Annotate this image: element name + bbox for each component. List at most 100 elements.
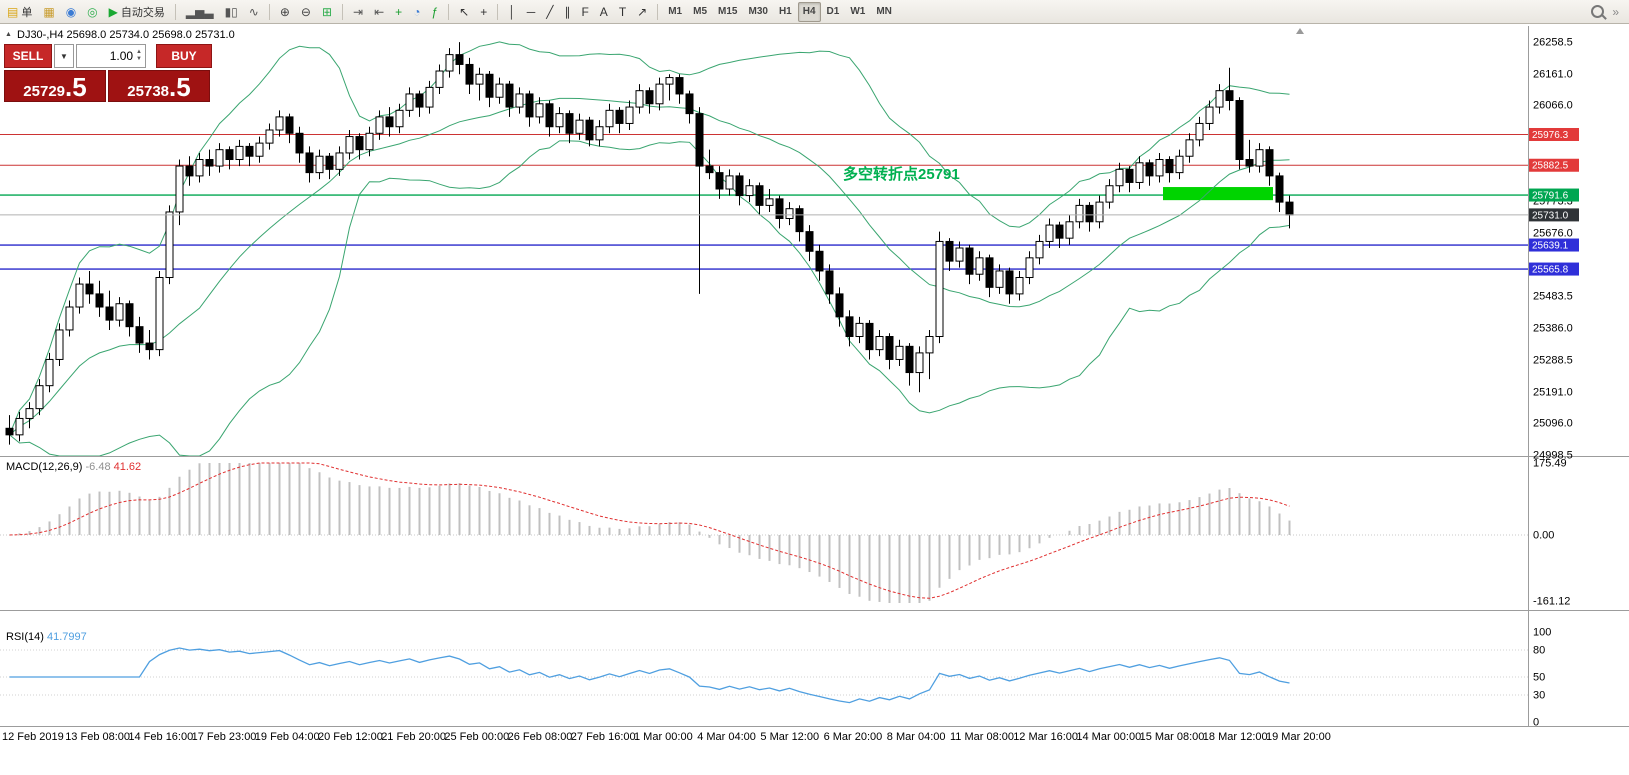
tile-windows-button[interactable]: ⊞ — [317, 1, 337, 23]
timeframe-m30[interactable]: M30 — [748, 6, 768, 17]
annotation-rectangle[interactable] — [1163, 187, 1273, 201]
candle-body — [755, 185, 764, 206]
timeframe-mn[interactable]: MN — [876, 6, 892, 17]
candle-body — [925, 336, 934, 354]
new-order-button[interactable]: ▤ 单 — [2, 1, 37, 23]
fibonacci-button[interactable]: F — [576, 1, 593, 23]
horizontal-line-button[interactable]: ─ — [522, 1, 541, 23]
highlight-rectangle[interactable] — [1163, 187, 1273, 201]
new-chart-button[interactable]: + — [390, 1, 407, 23]
timeframe-h1[interactable]: H1 — [778, 6, 792, 17]
timeframe-w1[interactable]: W1 — [850, 6, 866, 17]
timeframe-h4[interactable]: H4 — [797, 1, 821, 22]
vertical-line-button[interactable]: │ — [503, 1, 521, 23]
price-axis-label: 25483.5 — [1533, 291, 1573, 303]
buy-button[interactable]: BUY — [156, 44, 212, 68]
autotrading-button[interactable]: ▶ 自动交易 — [104, 1, 170, 23]
buy-price-button[interactable]: 25738 .5 — [108, 70, 210, 102]
candle-body — [75, 283, 84, 308]
zoom-in-icon: ⊕ — [279, 4, 290, 19]
candlestick-chart-button[interactable]: ▮▯ — [220, 1, 243, 23]
candle-body — [5, 427, 14, 436]
indicators-button[interactable]: ƒ — [426, 1, 443, 23]
trade-options-dropdown[interactable]: ▼ — [54, 44, 74, 68]
text-label-icon: T — [618, 4, 627, 19]
bar-chart-button[interactable]: ▂▅▃ — [181, 1, 219, 23]
period-button[interactable]: ◔ — [408, 1, 425, 23]
candle-body — [195, 159, 204, 177]
trendline-button[interactable]: ╱ — [541, 1, 558, 23]
market-watch-button[interactable]: ▦ — [38, 1, 59, 23]
price-axis-label: 26258.5 — [1533, 37, 1573, 49]
candle-body — [745, 185, 754, 197]
text-button[interactable]: A — [595, 1, 613, 23]
candle-body — [605, 109, 614, 128]
search-icon[interactable] — [1591, 5, 1605, 18]
candle-body — [1285, 201, 1294, 216]
channel-button[interactable]: ∥ — [559, 1, 575, 23]
time-axis-label: 15 Mar 08:00 — [1140, 731, 1205, 743]
timeframe-m1[interactable]: M1 — [668, 6, 683, 17]
candle-body — [575, 119, 584, 134]
candle-body — [1045, 224, 1054, 242]
time-axis-label: 19 Mar 20:00 — [1266, 731, 1331, 743]
buy-price-frac: .5 — [169, 72, 191, 102]
one-click-panel-toggle[interactable]: ▲ — [5, 31, 12, 38]
trendline-icon: ╱ — [546, 4, 554, 19]
price-badge-label: 25639.1 — [1532, 241, 1569, 252]
chart-text-annotation[interactable]: 多空转折点25791 — [843, 166, 960, 183]
candle-body — [805, 231, 814, 252]
navigator-button[interactable]: ◉ — [61, 1, 81, 23]
candle-body — [455, 54, 464, 65]
candle-body — [875, 336, 884, 351]
terminal-button[interactable]: ◎ — [82, 1, 102, 23]
terminal-icon: ◎ — [87, 4, 98, 19]
chart-shift-button[interactable]: ⇤ — [369, 1, 389, 23]
toolbar: ▤ 单 ▦ ◉ ◎ ▶ 自动交易 ▂▅▃ ▮▯ ∿ ⊕ ⊖ ⊞ ⇥ ⇤ + ◔ ƒ ↖ + │ ─ ╱ ∥ F A T ↗ M1 M5 M1… — [0, 0, 1629, 24]
timeframe-m5[interactable]: M5 — [693, 6, 708, 17]
zoom-in-button[interactable]: ⊕ — [275, 1, 295, 23]
time-axis-label: 27 Feb 16:00 — [571, 731, 636, 743]
auto-scroll-icon: ⇥ — [353, 4, 364, 19]
chart-shift-marker[interactable] — [1296, 28, 1304, 34]
candle-body — [25, 408, 34, 419]
toolbar-overflow-chevron[interactable]: » — [1612, 4, 1619, 19]
trade-panel-controls: SELL ▼ 1.00 ▲ ▼ BUY — [4, 44, 212, 68]
arrows-button[interactable]: ↗ — [632, 1, 652, 23]
zoom-out-button[interactable]: ⊖ — [296, 1, 316, 23]
price-badge — [1529, 158, 1579, 172]
rsi-indicator-header: RSI(14) 41.7997 — [6, 631, 87, 643]
candle-body — [175, 165, 184, 213]
candle-body — [815, 250, 824, 272]
timeframe-d1[interactable]: D1 — [826, 6, 840, 17]
price-axis-label: 25386.0 — [1533, 322, 1573, 334]
volume-field[interactable]: 1.00 ▲ ▼ — [76, 44, 146, 68]
cursor-button[interactable]: ↖ — [454, 1, 474, 23]
time-axis-label: 6 Mar 20:00 — [824, 731, 883, 743]
horizontal-level-lines[interactable] — [0, 133, 1528, 270]
crosshair-button[interactable]: + — [475, 1, 492, 23]
candle-body — [785, 208, 794, 220]
candle-body — [915, 352, 924, 374]
candle-body — [1095, 201, 1104, 223]
text-label-button[interactable]: T — [614, 1, 631, 23]
line-chart-icon: ∿ — [248, 4, 259, 19]
sell-button[interactable]: SELL — [4, 44, 52, 68]
toolbar-separator — [657, 3, 659, 20]
candle-body — [275, 116, 284, 131]
candle-body — [135, 326, 144, 344]
rsi-scale-label: 30 — [1533, 690, 1545, 702]
volume-down-button[interactable]: ▼ — [136, 56, 142, 62]
line-chart-button[interactable]: ∿ — [244, 1, 264, 23]
candle-body — [165, 211, 174, 279]
candle-body — [245, 145, 254, 157]
volume-up-button[interactable]: ▲ — [136, 49, 142, 56]
play-icon: ▶ — [108, 4, 118, 19]
candle-body — [1205, 106, 1214, 124]
timeframe-m15[interactable]: M15 — [718, 6, 738, 17]
auto-scroll-button[interactable]: ⇥ — [348, 1, 368, 23]
candle-body — [185, 165, 194, 177]
sell-price-button[interactable]: 25729 .5 — [4, 70, 106, 102]
candle-body — [885, 336, 894, 360]
